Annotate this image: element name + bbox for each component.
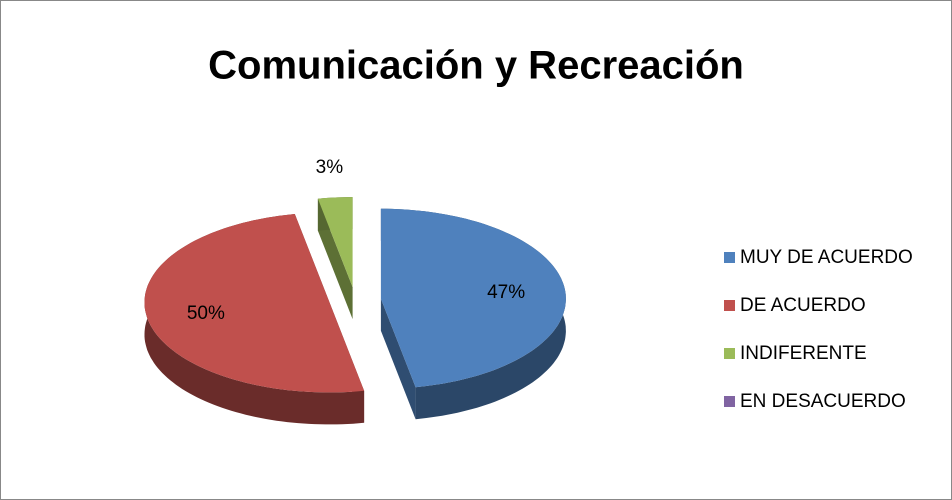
slice-side xyxy=(380,298,416,420)
legend-label: EN DESACUERDO xyxy=(740,391,906,412)
legend-label: INDIFERENTE xyxy=(740,343,867,364)
data-label: 47% xyxy=(487,282,525,303)
pie-tops xyxy=(144,197,566,393)
slice xyxy=(144,214,365,393)
data-label: 3% xyxy=(316,157,344,178)
legend-swatch xyxy=(724,252,735,263)
legend-swatch xyxy=(724,348,735,359)
legend-label: DE ACUERDO xyxy=(740,295,866,316)
legend-label: MUY DE ACUERDO xyxy=(740,247,913,268)
slice xyxy=(317,197,353,288)
data-label: 50% xyxy=(187,303,225,324)
slice xyxy=(380,208,566,388)
legend-swatch xyxy=(724,396,735,407)
legend-swatch xyxy=(724,300,735,311)
chart-title: Comunicación y Recreación xyxy=(208,44,744,88)
